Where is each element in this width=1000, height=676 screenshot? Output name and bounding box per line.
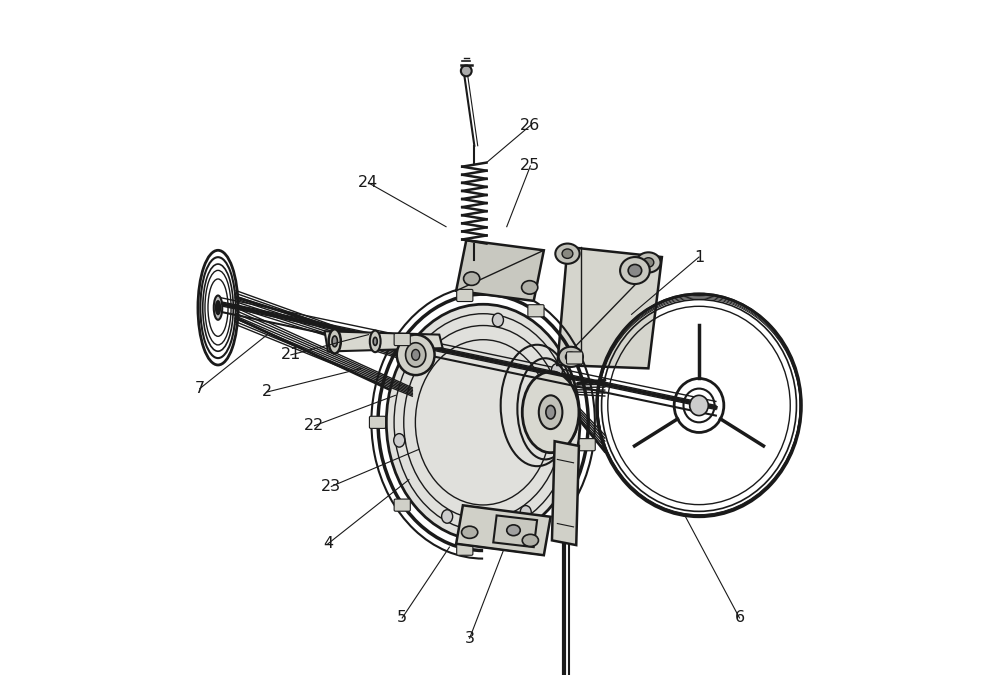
Ellipse shape: [562, 249, 573, 258]
Ellipse shape: [397, 335, 435, 375]
Ellipse shape: [417, 342, 428, 356]
Ellipse shape: [332, 336, 337, 347]
Text: 7: 7: [195, 381, 205, 396]
Ellipse shape: [520, 506, 531, 519]
FancyBboxPatch shape: [528, 528, 544, 540]
Ellipse shape: [406, 343, 426, 367]
Text: 5: 5: [397, 610, 407, 625]
Ellipse shape: [462, 526, 478, 538]
Ellipse shape: [442, 510, 453, 523]
Ellipse shape: [386, 304, 580, 540]
Ellipse shape: [539, 395, 562, 429]
Polygon shape: [493, 515, 537, 547]
Polygon shape: [456, 505, 551, 555]
Polygon shape: [552, 441, 579, 545]
FancyBboxPatch shape: [457, 289, 473, 301]
Text: 3: 3: [465, 631, 475, 646]
Ellipse shape: [492, 313, 503, 327]
Polygon shape: [557, 247, 662, 368]
Ellipse shape: [412, 349, 420, 360]
Ellipse shape: [461, 66, 472, 76]
Polygon shape: [325, 331, 443, 352]
FancyBboxPatch shape: [528, 305, 544, 317]
FancyBboxPatch shape: [394, 333, 410, 345]
Ellipse shape: [373, 337, 377, 345]
Text: 24: 24: [358, 175, 379, 191]
Ellipse shape: [690, 395, 708, 416]
Ellipse shape: [565, 352, 576, 362]
Ellipse shape: [620, 257, 650, 284]
Ellipse shape: [394, 433, 405, 447]
Ellipse shape: [551, 364, 562, 377]
Text: 21: 21: [281, 347, 301, 362]
Ellipse shape: [216, 301, 220, 314]
FancyBboxPatch shape: [369, 416, 386, 429]
Ellipse shape: [329, 329, 341, 354]
Ellipse shape: [546, 406, 555, 419]
Ellipse shape: [522, 281, 538, 294]
Polygon shape: [456, 240, 544, 301]
FancyBboxPatch shape: [394, 499, 410, 511]
Ellipse shape: [464, 272, 480, 285]
Ellipse shape: [214, 295, 222, 320]
FancyBboxPatch shape: [567, 352, 583, 364]
Ellipse shape: [643, 258, 654, 267]
FancyBboxPatch shape: [457, 543, 473, 555]
Ellipse shape: [636, 252, 661, 272]
Ellipse shape: [522, 534, 538, 546]
Text: 6: 6: [734, 610, 745, 625]
Ellipse shape: [507, 525, 520, 535]
Ellipse shape: [522, 372, 579, 453]
Text: 25: 25: [520, 158, 540, 174]
Text: 26: 26: [520, 118, 540, 133]
Text: 1: 1: [694, 249, 704, 264]
Text: 4: 4: [323, 536, 333, 551]
Ellipse shape: [555, 243, 580, 264]
Text: 22: 22: [304, 418, 325, 433]
Ellipse shape: [559, 347, 583, 367]
Text: 2: 2: [262, 385, 272, 400]
FancyBboxPatch shape: [579, 439, 595, 451]
Ellipse shape: [370, 331, 381, 352]
Text: 23: 23: [321, 479, 341, 494]
Ellipse shape: [628, 264, 642, 276]
